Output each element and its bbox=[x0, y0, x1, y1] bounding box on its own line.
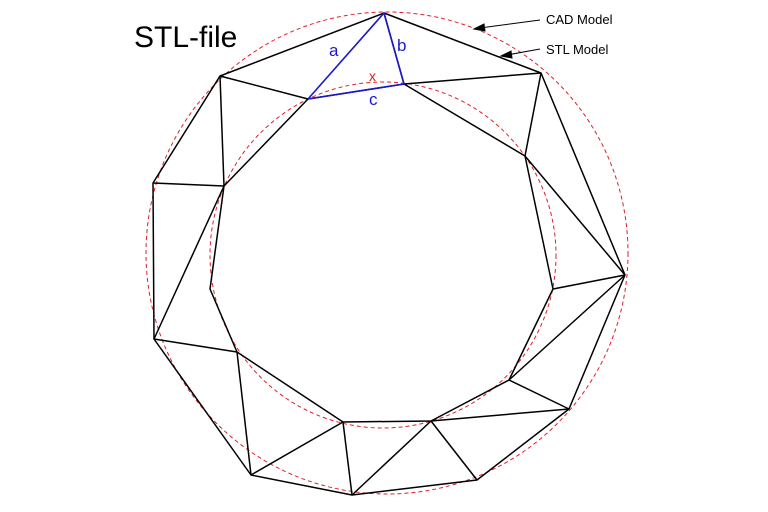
mesh-edge bbox=[342, 421, 353, 496]
callout-arrows bbox=[472, 19, 541, 59]
mesh-edge bbox=[351, 420, 432, 496]
outer-polygon bbox=[152, 12, 626, 496]
mesh-edge bbox=[552, 274, 626, 290]
stl-callout-line bbox=[506, 48, 541, 56]
label-c: c bbox=[369, 90, 378, 109]
mesh-edge bbox=[250, 421, 344, 476]
mesh-edge bbox=[152, 182, 225, 187]
cad-model-label: CAD Model bbox=[546, 12, 613, 27]
mesh-edge bbox=[219, 75, 309, 100]
cad-circles bbox=[145, 11, 629, 495]
mesh-edge bbox=[219, 75, 225, 187]
inner-polygon bbox=[209, 83, 554, 423]
triangle-abc bbox=[307, 12, 405, 100]
mesh-edge bbox=[153, 338, 238, 353]
mesh-edge bbox=[524, 72, 542, 157]
highlight-triangle bbox=[307, 12, 405, 100]
stl-mesh bbox=[152, 12, 626, 496]
label-x: x bbox=[369, 68, 376, 84]
label-a: a bbox=[329, 41, 339, 60]
mesh-edge bbox=[508, 379, 570, 410]
mesh-edge bbox=[153, 185, 225, 340]
stl-arrowhead-icon bbox=[499, 50, 513, 59]
cad-outer-circle bbox=[145, 11, 629, 495]
cad-callout-line bbox=[479, 19, 541, 29]
mesh-edge bbox=[430, 408, 570, 422]
stl-model-label: STL Model bbox=[546, 42, 608, 57]
mesh-edge bbox=[430, 420, 478, 481]
mesh-edge bbox=[403, 72, 542, 85]
mesh-edge bbox=[508, 274, 626, 381]
diagram-title: STL-file bbox=[134, 21, 237, 54]
cad-inner-circle bbox=[209, 81, 557, 429]
cad-arrowhead-icon bbox=[472, 23, 486, 32]
mesh-edge bbox=[236, 351, 252, 476]
mesh-edge bbox=[524, 155, 626, 276]
label-b: b bbox=[397, 36, 406, 55]
